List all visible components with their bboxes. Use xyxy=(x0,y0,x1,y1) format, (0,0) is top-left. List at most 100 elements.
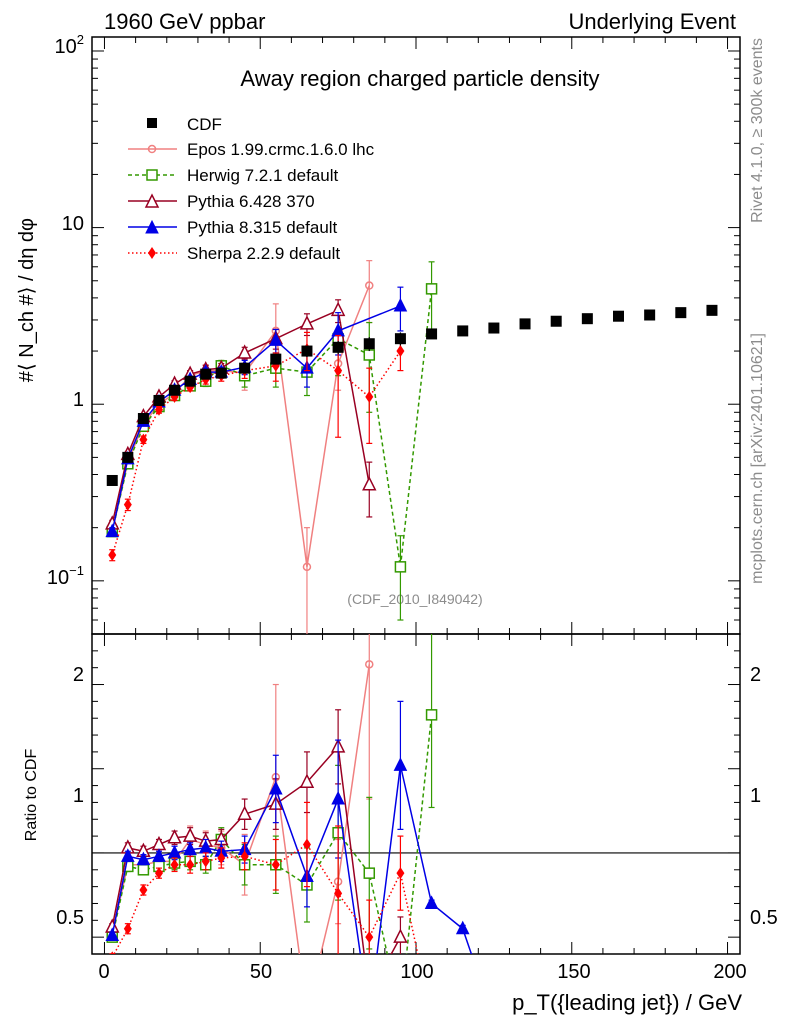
ratio-point-pythia6 xyxy=(237,805,252,820)
header-analysis-name: Underlying Event xyxy=(568,9,736,34)
ratio-point-herwig xyxy=(137,864,150,876)
series-sherpa xyxy=(108,331,405,562)
ratio-point-pythia6 xyxy=(299,773,315,788)
x-tick-label-0: 0 xyxy=(98,961,109,983)
legend-label-pythia8: Pythia 8.315 default xyxy=(187,218,338,237)
ratio-point-pythia6 xyxy=(393,928,408,943)
data-point-cdf xyxy=(675,307,687,319)
ratio-point-sherpa xyxy=(110,951,115,954)
data-point-sherpa xyxy=(108,549,117,562)
ratio-axis-ticks xyxy=(92,633,740,955)
ratio-point-sherpa xyxy=(123,922,132,935)
ratio-point-sherpa xyxy=(170,858,179,871)
series-pythia8 xyxy=(105,286,408,538)
ratio-point-sherpa xyxy=(217,852,226,864)
series-cdf xyxy=(106,304,718,486)
header-energy-label: 1960 GeV ppbar xyxy=(104,9,265,34)
ratio-point-sherpa xyxy=(396,867,405,880)
ratio-point-herwig xyxy=(395,1008,405,1018)
legend-entry-pythia8: Pythia 8.315 default xyxy=(128,218,338,237)
data-point-cdf xyxy=(184,375,196,387)
series-epos xyxy=(108,260,374,634)
ratio-point-pythia6 xyxy=(182,827,198,842)
ratio-point-sherpa xyxy=(302,838,311,851)
legend-entry-cdf: CDF xyxy=(147,115,222,134)
data-point-sherpa xyxy=(123,498,132,511)
ratio-point-herwig xyxy=(363,867,376,879)
data-point-herwig xyxy=(394,561,407,573)
data-point-sherpa xyxy=(334,364,343,377)
ratio-point-sherpa xyxy=(201,855,210,868)
data-point-pythia8 xyxy=(393,297,408,312)
legend-label-sherpa: Sherpa 2.2.9 default xyxy=(187,244,340,263)
ratio-y-tick-label-right-1: 1 xyxy=(750,785,761,807)
data-point-cdf xyxy=(706,304,718,316)
ratio-line-epos xyxy=(111,664,371,954)
data-point-cdf xyxy=(215,367,227,379)
series-line-sherpa xyxy=(111,348,402,556)
ratio-point-sherpa xyxy=(154,867,163,880)
ratio-point-pythia6 xyxy=(363,987,375,999)
ratio-line-pythia8 xyxy=(111,765,473,954)
ratio-y-axis-label: Ratio to CDF xyxy=(23,749,40,842)
data-point-cdf xyxy=(457,325,469,337)
ratio-series-pythia8 xyxy=(105,700,473,954)
rivet-version-label: Rivet 4.1.0, ≥ 300k events xyxy=(749,38,766,223)
data-point-epos xyxy=(302,562,312,572)
data-point-cdf xyxy=(644,309,656,321)
legend-entry-pythia6: Pythia 6.428 370 xyxy=(128,192,315,211)
data-point-cdf xyxy=(394,333,406,345)
ratio-y-tick-labels: 0.5 1 2 0.5 1 2 xyxy=(56,664,778,929)
ratio-series-epos xyxy=(108,634,374,954)
main-axis-ticks xyxy=(92,37,740,635)
ratio-point-sherpa xyxy=(365,931,374,944)
chart-title: Away region charged particle density xyxy=(240,66,599,91)
ratio-point-pythia8 xyxy=(152,848,166,862)
main-y-tick-labels: 10−1 1 10 102 xyxy=(47,32,84,589)
data-point-sherpa xyxy=(154,403,163,416)
ratio-y-tick-label-right-2: 2 xyxy=(750,664,761,686)
legend-label-herwig: Herwig 7.2.1 default xyxy=(187,166,338,185)
x-tick-labels: 0 50 100 150 200 xyxy=(98,961,746,983)
data-point-cdf xyxy=(153,394,165,406)
data-point-cdf xyxy=(122,451,134,463)
data-point-cdf xyxy=(200,368,212,380)
x-axis-label: p_T({leading jet}) / GeV xyxy=(512,990,742,1015)
ratio-point-pythia8 xyxy=(136,851,151,866)
ratio-line-sherpa xyxy=(113,843,419,954)
ratio-point-herwig xyxy=(425,709,438,721)
data-point-pythia6 xyxy=(237,344,252,359)
data-point-cdf xyxy=(270,353,282,365)
data-point-herwig xyxy=(363,349,376,361)
data-point-epos xyxy=(365,281,374,290)
ratio-point-pythia8 xyxy=(424,895,439,909)
ratio-point-sherpa xyxy=(271,858,280,871)
data-point-sherpa xyxy=(396,345,405,358)
ratio-point-sherpa xyxy=(139,884,148,896)
series-line-epos xyxy=(111,285,370,567)
data-point-herwig xyxy=(425,283,438,295)
x-tick-label-50: 50 xyxy=(250,961,272,983)
series-herwig xyxy=(106,261,438,621)
data-point-cdf xyxy=(519,318,531,330)
main-data-layer xyxy=(105,260,718,634)
legend-marker-cdf xyxy=(147,118,157,128)
data-point-cdf xyxy=(332,341,344,353)
data-point-pythia6 xyxy=(362,476,377,491)
ratio-y-tick-label-2: 2 xyxy=(73,664,84,686)
legend-marker-epos xyxy=(147,144,157,154)
legend-label-cdf: CDF xyxy=(187,115,222,134)
ratio-y-tick-label-0.5: 0.5 xyxy=(56,907,84,929)
ratio-point-pythia8 xyxy=(455,920,470,935)
ratio-y-tick-label-right-0.5: 0.5 xyxy=(750,907,778,929)
x-tick-label-200: 200 xyxy=(713,961,746,983)
y-tick-label-100: 102 xyxy=(55,32,84,58)
ratio-point-epos xyxy=(365,660,374,669)
data-point-pythia8 xyxy=(268,332,283,346)
analysis-id-label: (CDF_2010_I849042) xyxy=(347,591,482,607)
ratio-point-pythia8 xyxy=(268,780,283,795)
x-tick-label-100: 100 xyxy=(400,961,433,983)
ratio-series-herwig xyxy=(106,634,438,1018)
ratio-point-sherpa xyxy=(240,850,249,863)
data-point-cdf xyxy=(613,310,624,322)
